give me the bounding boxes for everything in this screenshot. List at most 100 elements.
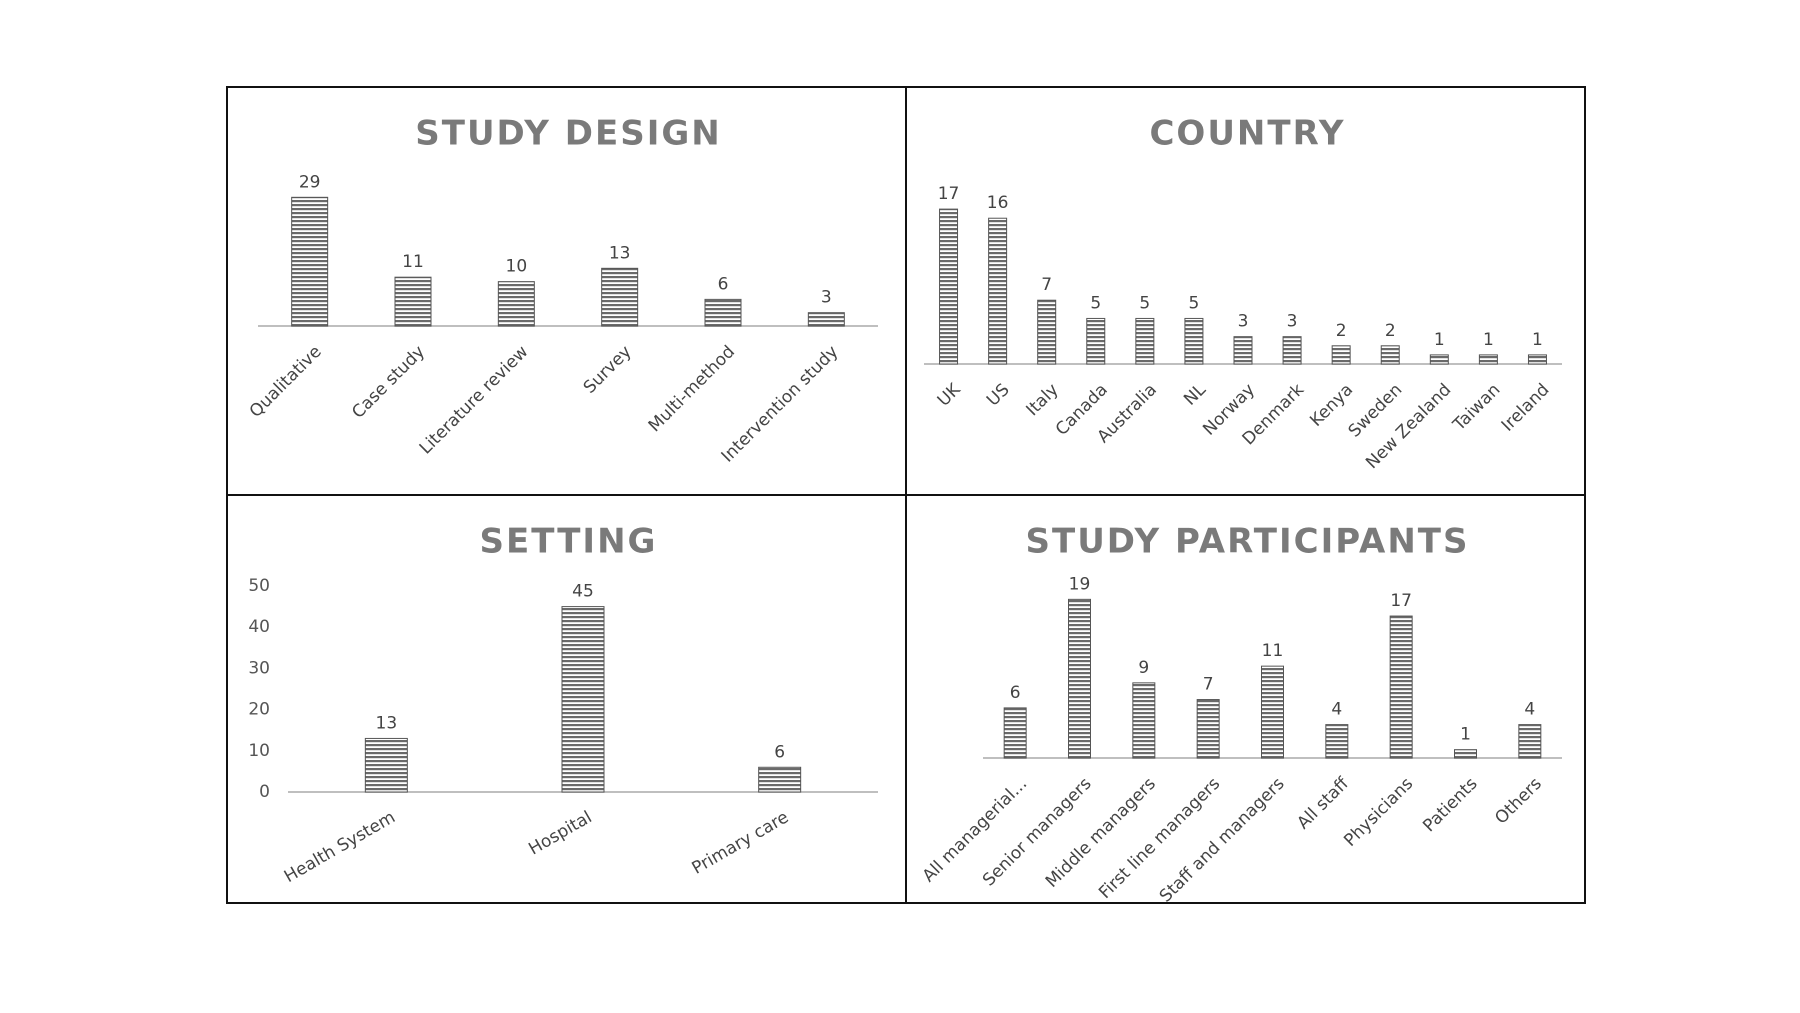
bar-us (988, 217, 1008, 365)
data-label-sweden: 2 (1385, 321, 1396, 341)
chart-title: STUDY DESIGN (415, 114, 721, 154)
y-tick-label: 10 (248, 741, 270, 761)
data-label-australia: 5 (1139, 293, 1150, 313)
data-label-all-managerial: 6 (1010, 683, 1021, 703)
data-label-us: 16 (987, 193, 1009, 213)
bar-taiwan (1478, 354, 1498, 365)
category-label-uk: UK (934, 379, 965, 410)
bar-ireland (1527, 354, 1547, 365)
study-design-chart: STUDY DESIGN 29 Qualitative 11 Case study 10 L… (246, 114, 878, 467)
category-label-us: US (983, 380, 1014, 411)
category-label-nl: NL (1180, 380, 1210, 410)
data-label-literature-review: 10 (506, 257, 528, 277)
setting-chart: SETTING 0 10 20 30 40 50 13 Health System 45 Hospi… (248, 522, 878, 887)
chart-title: STUDY PARTICIPANTS (1026, 522, 1470, 562)
bar-kenya (1331, 345, 1351, 365)
data-label-qualitative: 29 (299, 172, 321, 192)
y-tick-label: 40 (248, 617, 270, 637)
study-design-panel: STUDY DESIGN 29 Qualitative 11 Case study 10 L… (226, 86, 907, 496)
bar-survey (601, 267, 639, 327)
data-label-survey: 13 (609, 243, 631, 263)
data-label-patients: 1 (1460, 725, 1471, 745)
data-label-physicians: 17 (1390, 591, 1412, 611)
bar-patients (1454, 749, 1477, 759)
chart-grid: STUDY DESIGN 29 Qualitative 11 Case study 10 L… (226, 86, 1586, 906)
category-label-hospital: Hospital (525, 807, 595, 859)
bar-health-system (364, 737, 408, 793)
country-panel: COUNTRY 17 UK 16 US 7 Italy 5 Canada 5 Australia 5 N… (905, 86, 1586, 496)
data-label-nl: 5 (1189, 293, 1200, 313)
category-label-survey: Survey (580, 342, 636, 398)
category-label-new-zealand: New Zealand (1362, 380, 1455, 473)
data-label-staff-and-managers: 11 (1262, 641, 1284, 661)
data-label-taiwan: 1 (1483, 330, 1494, 350)
y-tick-label: 30 (248, 658, 270, 678)
category-label-ireland: Ireland (1498, 380, 1554, 436)
data-label-first-line-managers: 7 (1203, 675, 1214, 695)
country-chart: COUNTRY17UK16US7Italy5Canada5Australia5N… (924, 114, 1562, 473)
bar-senior-managers (1068, 598, 1091, 759)
category-label-italy: Italy (1022, 380, 1062, 420)
data-label-italy: 7 (1041, 275, 1052, 295)
data-label-primary-care: 6 (774, 742, 785, 762)
bar-qualitative (291, 196, 329, 327)
data-label-all-staff: 4 (1331, 700, 1342, 720)
data-label-canada: 5 (1090, 293, 1101, 313)
category-label-patients: Patients (1419, 774, 1481, 836)
category-label-first-line-managers: First line managers (1095, 774, 1224, 903)
category-label-physicians: Physicians (1340, 774, 1417, 851)
bar-literature-review (497, 281, 535, 327)
category-label-senior-managers: Senior managers (979, 774, 1096, 891)
category-label-all-staff: All staff (1293, 773, 1353, 833)
data-label-multi-method: 6 (718, 274, 729, 294)
bar-australia (1135, 317, 1155, 365)
bar-middle-managers (1132, 682, 1156, 759)
data-label-middle-managers: 9 (1138, 658, 1149, 678)
chart-title: COUNTRY (1149, 114, 1345, 154)
bar-first-line-managers (1196, 699, 1220, 759)
chart-title: SETTING (480, 522, 658, 562)
data-label-uk: 17 (938, 184, 960, 204)
category-label-staff-and-managers: Staff and managers (1156, 774, 1289, 906)
bar-others (1518, 724, 1542, 759)
bar-sweden (1380, 345, 1400, 365)
bar-uk (939, 208, 959, 365)
bar-staff-and-managers (1261, 665, 1284, 759)
data-label-new-zealand: 1 (1434, 330, 1445, 350)
data-label-case-study: 11 (402, 252, 424, 272)
data-label-senior-managers: 19 (1069, 574, 1091, 594)
data-label-kenya: 2 (1336, 321, 1347, 341)
category-label-primary-care: Primary care (689, 807, 792, 878)
y-tick-label: 50 (248, 576, 270, 596)
data-label-norway: 3 (1238, 312, 1249, 332)
category-label-qualitative: Qualitative (246, 342, 326, 422)
bar-primary-care (758, 766, 802, 793)
bar-nl (1184, 317, 1204, 365)
category-label-intervention-study: Intervention study (718, 342, 843, 467)
category-label-taiwan: Taiwan (1449, 380, 1505, 436)
bar-denmark (1282, 336, 1302, 365)
bar-hospital (561, 606, 605, 793)
category-label-middle-managers: Middle managers (1042, 774, 1160, 892)
data-label-hospital: 45 (572, 582, 594, 602)
data-label-ireland: 1 (1532, 330, 1543, 350)
category-label-literature-review: Literature review (416, 342, 533, 459)
data-label-denmark: 3 (1287, 312, 1298, 332)
bar-physicians (1389, 615, 1413, 759)
bar-new-zealand (1429, 354, 1449, 365)
bar-canada (1086, 317, 1106, 365)
data-label-intervention-study: 3 (821, 288, 832, 308)
bar-all-staff (1325, 724, 1349, 759)
bar-italy (1037, 299, 1057, 365)
setting-panel: SETTING 0 10 20 30 40 50 13 Health System 45 Hospi… (226, 494, 907, 904)
bar-intervention-study (807, 312, 845, 327)
bar-case-study (394, 276, 432, 327)
data-label-others: 4 (1524, 700, 1535, 720)
category-label-multi-method: Multi-method (645, 342, 739, 436)
category-label-others: Others (1491, 774, 1546, 829)
category-label-case-study: Case study (348, 342, 429, 423)
category-label-health-system: Health System (281, 807, 399, 887)
category-label-all-managerial: All managerial... (919, 774, 1031, 886)
data-label-health-system: 13 (376, 713, 398, 733)
